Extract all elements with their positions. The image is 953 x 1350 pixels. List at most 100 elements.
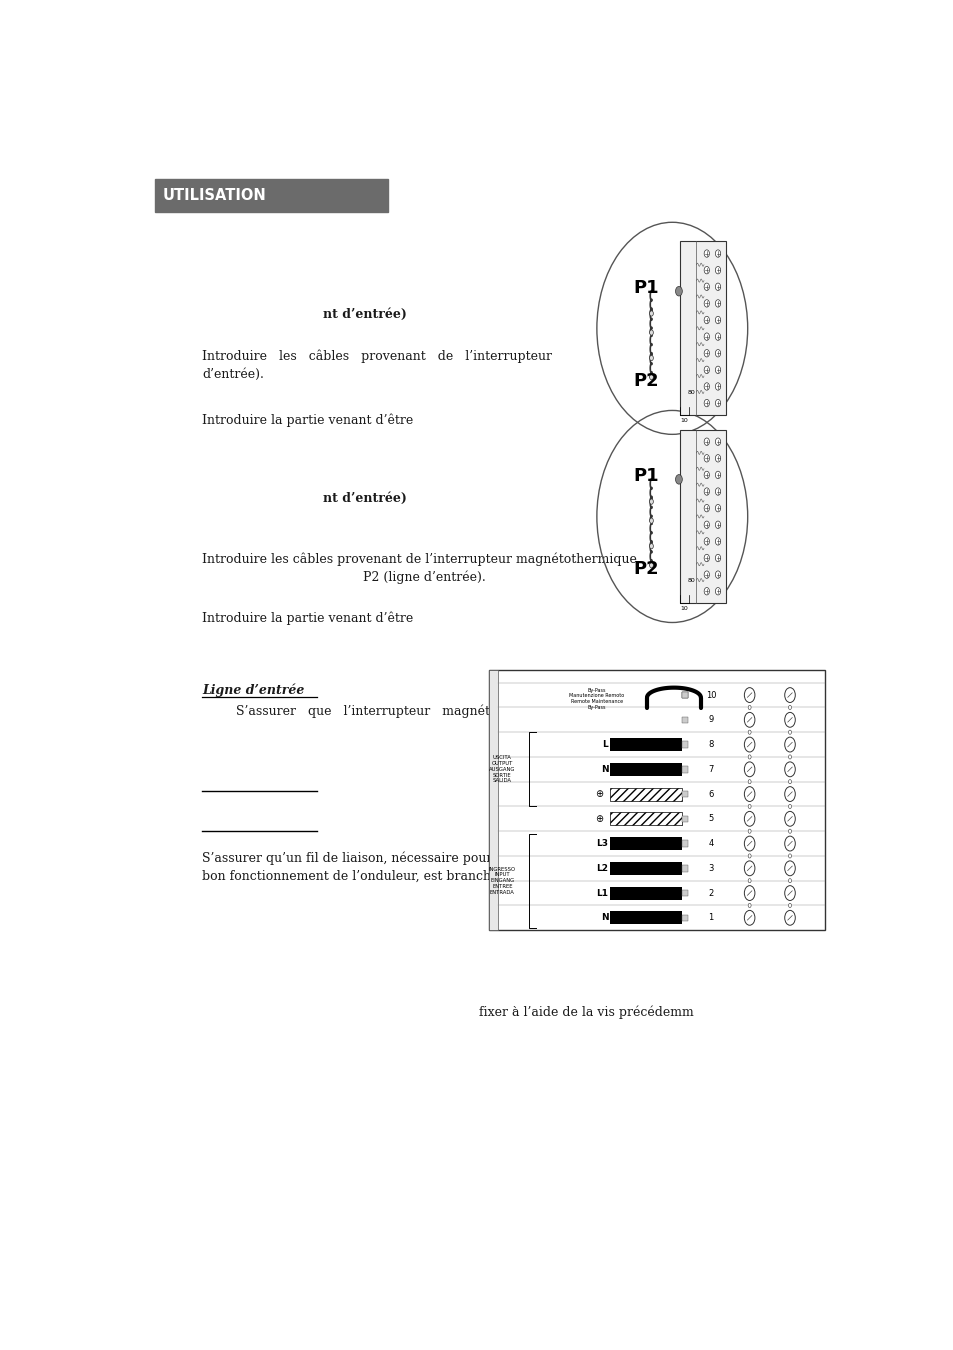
Text: N: N xyxy=(600,914,608,922)
Circle shape xyxy=(703,537,709,545)
Circle shape xyxy=(715,250,720,258)
Circle shape xyxy=(675,475,681,485)
Text: Introduire   les   câbles   provenant   de   l’interrupteur: Introduire les câbles provenant de l’int… xyxy=(202,350,552,363)
Text: N: N xyxy=(600,765,608,774)
Circle shape xyxy=(715,537,720,545)
Text: 9: 9 xyxy=(707,716,713,725)
Circle shape xyxy=(743,811,754,826)
Circle shape xyxy=(715,487,720,495)
Circle shape xyxy=(715,350,720,356)
Circle shape xyxy=(649,329,653,335)
Text: bon fonctionnement de l’onduleur, est branché aux: bon fonctionnement de l’onduleur, est br… xyxy=(202,869,524,883)
Circle shape xyxy=(649,518,653,524)
Circle shape xyxy=(747,730,750,734)
Text: L3: L3 xyxy=(596,840,608,848)
Circle shape xyxy=(703,284,709,290)
Text: 10: 10 xyxy=(679,606,687,610)
Text: nt d’entrée): nt d’entrée) xyxy=(322,308,406,321)
Text: Introduire la partie venant d’être: Introduire la partie venant d’être xyxy=(202,612,413,625)
Text: INGRESSO
INPUT
EINGANG
ENTREE
ENTRADA: INGRESSO INPUT EINGANG ENTREE ENTRADA xyxy=(488,867,516,895)
Bar xyxy=(681,914,688,921)
Circle shape xyxy=(675,286,681,296)
Text: Introduire la partie venant d’être: Introduire la partie venant d’être xyxy=(202,413,413,427)
Circle shape xyxy=(715,400,720,406)
Circle shape xyxy=(784,787,795,802)
Bar xyxy=(681,840,688,846)
Circle shape xyxy=(715,383,720,390)
Circle shape xyxy=(649,563,653,568)
Circle shape xyxy=(715,437,720,446)
Circle shape xyxy=(788,705,791,710)
Bar xyxy=(681,691,688,698)
Circle shape xyxy=(784,687,795,702)
Text: 7: 7 xyxy=(707,765,713,774)
Circle shape xyxy=(703,437,709,446)
Text: 8: 8 xyxy=(707,740,713,749)
Circle shape xyxy=(715,266,720,274)
Circle shape xyxy=(703,400,709,406)
Circle shape xyxy=(703,555,709,562)
Circle shape xyxy=(784,761,795,776)
Bar xyxy=(609,787,681,801)
Circle shape xyxy=(784,811,795,826)
Circle shape xyxy=(715,571,720,578)
Bar xyxy=(681,741,688,748)
Circle shape xyxy=(747,829,750,833)
Circle shape xyxy=(703,521,709,528)
Text: 80: 80 xyxy=(687,578,695,583)
Circle shape xyxy=(743,713,754,728)
Circle shape xyxy=(649,374,653,379)
Text: ⊕: ⊕ xyxy=(595,788,602,799)
Text: P2 (ligne d’entrée).: P2 (ligne d’entrée). xyxy=(363,570,485,583)
Circle shape xyxy=(788,755,791,759)
Bar xyxy=(681,717,688,724)
Circle shape xyxy=(715,455,720,462)
Circle shape xyxy=(788,730,791,734)
Circle shape xyxy=(715,316,720,324)
Text: d’entrée).: d’entrée). xyxy=(202,367,264,381)
Text: L: L xyxy=(602,740,608,749)
Circle shape xyxy=(788,829,791,833)
Circle shape xyxy=(747,853,750,859)
Bar xyxy=(154,178,387,212)
Circle shape xyxy=(784,713,795,728)
Circle shape xyxy=(703,316,709,324)
Text: 80: 80 xyxy=(687,390,695,396)
Text: fixer à l’aide de la vis précédemm: fixer à l’aide de la vis précédemm xyxy=(478,1006,694,1019)
Circle shape xyxy=(703,587,709,595)
Circle shape xyxy=(715,505,720,512)
Circle shape xyxy=(784,836,795,850)
Circle shape xyxy=(743,687,754,702)
Circle shape xyxy=(747,779,750,784)
Bar xyxy=(681,890,688,896)
Text: 10: 10 xyxy=(705,691,716,699)
Circle shape xyxy=(784,910,795,925)
Circle shape xyxy=(715,587,720,595)
Circle shape xyxy=(715,366,720,374)
Bar xyxy=(681,691,688,698)
Circle shape xyxy=(747,705,750,710)
Circle shape xyxy=(743,861,754,876)
Circle shape xyxy=(747,755,750,759)
Bar xyxy=(681,765,688,772)
Circle shape xyxy=(715,521,720,528)
Circle shape xyxy=(715,555,720,562)
Circle shape xyxy=(743,836,754,850)
Circle shape xyxy=(788,779,791,784)
Circle shape xyxy=(715,284,720,290)
Circle shape xyxy=(649,310,653,316)
Circle shape xyxy=(703,266,709,274)
Circle shape xyxy=(788,903,791,907)
Text: 5: 5 xyxy=(707,814,713,824)
Text: P1: P1 xyxy=(633,279,658,297)
Text: 10: 10 xyxy=(679,417,687,423)
Bar xyxy=(488,671,824,930)
Text: L1: L1 xyxy=(596,888,608,898)
Circle shape xyxy=(788,805,791,809)
Circle shape xyxy=(703,505,709,512)
Circle shape xyxy=(703,571,709,578)
Bar xyxy=(679,429,725,603)
Circle shape xyxy=(788,879,791,883)
Circle shape xyxy=(649,500,653,505)
Circle shape xyxy=(743,910,754,925)
